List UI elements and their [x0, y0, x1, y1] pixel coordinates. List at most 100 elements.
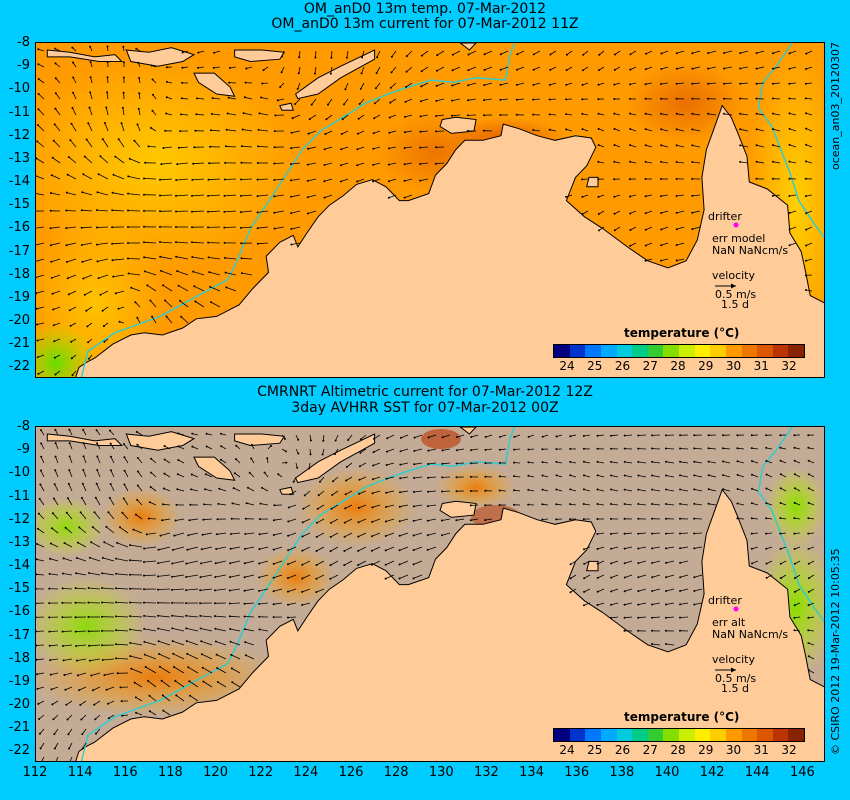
latitude-tick-label: -10: [8, 81, 30, 97]
current-arrow: [224, 257, 237, 260]
current-arrow: [213, 66, 221, 69]
current-arrow: [766, 502, 773, 506]
current-arrow-head: [420, 54, 423, 57]
current-arrow: [399, 560, 409, 565]
current-arrow-head: [317, 494, 320, 497]
current-arrow: [789, 82, 797, 85]
current-arrow-head: [209, 285, 212, 288]
top-colorbar-title: temperature (°C): [624, 326, 740, 340]
current-arrow-head: [272, 519, 275, 522]
current-arrow: [224, 226, 237, 228]
current-arrow-head: [679, 488, 682, 491]
current-arrow: [134, 682, 143, 688]
current-arrow: [148, 518, 157, 520]
current-arrow: [176, 256, 189, 260]
current-arrow: [100, 290, 109, 296]
current-arrow-head: [136, 456, 139, 459]
current-arrow: [110, 483, 115, 492]
current-arrow: [452, 82, 461, 86]
current-arrow-head: [675, 82, 678, 85]
current-arrow-head: [75, 572, 78, 575]
current-arrow: [471, 434, 479, 438]
current-arrow-head: [115, 643, 117, 646]
current-arrow-head: [343, 521, 346, 524]
current-arrow: [36, 226, 45, 229]
current-arrow-head: [101, 615, 103, 618]
top-map-panel[interactable]: drifter err model NaN NaNcm/s velocity 0…: [35, 42, 825, 378]
current-arrow-head: [159, 178, 161, 181]
current-arrow-head: [739, 67, 742, 70]
current-arrow: [137, 471, 143, 478]
longitude-tick-label: 140: [654, 765, 680, 780]
current-arrow: [97, 258, 109, 262]
current-arrow: [566, 50, 573, 56]
current-arrow: [234, 472, 241, 478]
current-arrow: [751, 532, 759, 534]
latitude-tick-label: -19: [8, 673, 30, 689]
current-arrow-head: [54, 428, 57, 431]
current-arrow: [115, 156, 125, 164]
current-arrow-head: [285, 461, 288, 464]
current-arrow-head: [736, 488, 739, 490]
current-arrow-head: [119, 526, 121, 529]
current-arrow: [805, 289, 813, 292]
current-arrow: [751, 447, 759, 450]
current-arrow: [499, 476, 507, 478]
current-arrow: [597, 503, 605, 506]
current-arrow-head: [308, 118, 311, 121]
current-arrow-head: [765, 547, 768, 550]
current-arrow: [89, 107, 93, 116]
current-arrow-head: [596, 503, 599, 505]
current-arrow-head: [244, 81, 247, 84]
current-arrow-head: [419, 115, 422, 118]
current-arrow-head: [360, 72, 363, 75]
current-arrow: [177, 473, 185, 478]
current-arrow-head: [637, 517, 640, 520]
current-arrow-head: [345, 465, 348, 468]
colorbar-tick-label: 28: [670, 359, 686, 373]
current-arrow-head: [679, 576, 682, 579]
current-arrow-head: [629, 83, 632, 86]
current-arrow: [676, 258, 685, 261]
current-arrow: [386, 448, 395, 452]
current-arrow-head: [129, 641, 132, 644]
current-arrow: [192, 178, 205, 181]
current-arrow: [435, 162, 445, 165]
current-arrow: [485, 518, 493, 521]
current-arrow-head: [297, 438, 300, 441]
current-arrow-head: [36, 687, 39, 690]
bottom-map-panel[interactable]: drifter err alt NaN NaNcm/s velocity 0.5…: [35, 426, 825, 762]
current-arrow: [666, 588, 675, 592]
current-arrow-head: [583, 577, 586, 580]
current-arrow: [135, 302, 141, 308]
current-arrow-head: [199, 627, 202, 630]
current-arrow: [468, 50, 477, 55]
bottom-velocity-arrow-icon: [715, 667, 736, 673]
current-arrow: [69, 306, 77, 311]
current-arrow: [215, 641, 227, 646]
current-arrow-head: [793, 629, 796, 632]
current-arrow: [565, 194, 573, 198]
current-arrow-head: [175, 226, 177, 228]
current-arrow-head: [555, 474, 558, 477]
current-arrow: [129, 602, 143, 604]
current-arrow: [772, 161, 781, 164]
current-arrow-head: [191, 210, 193, 213]
current-arrow-head: [651, 643, 653, 645]
current-arrow: [233, 487, 241, 492]
current-arrow: [630, 113, 637, 116]
current-arrow-head: [290, 195, 293, 198]
current-arrow-head: [441, 462, 444, 465]
current-arrow: [159, 666, 171, 674]
current-arrow-head: [89, 76, 92, 79]
current-arrow-head: [143, 241, 145, 244]
current-arrow: [159, 194, 173, 196]
current-arrow-head: [189, 503, 192, 506]
current-arrow: [215, 560, 227, 564]
current-arrow-head: [345, 56, 348, 59]
current-arrow-head: [441, 519, 443, 522]
current-arrow-head: [135, 430, 138, 433]
current-arrow-head: [793, 532, 796, 535]
current-arrow-head: [541, 488, 544, 491]
current-arrow-head: [333, 453, 336, 456]
